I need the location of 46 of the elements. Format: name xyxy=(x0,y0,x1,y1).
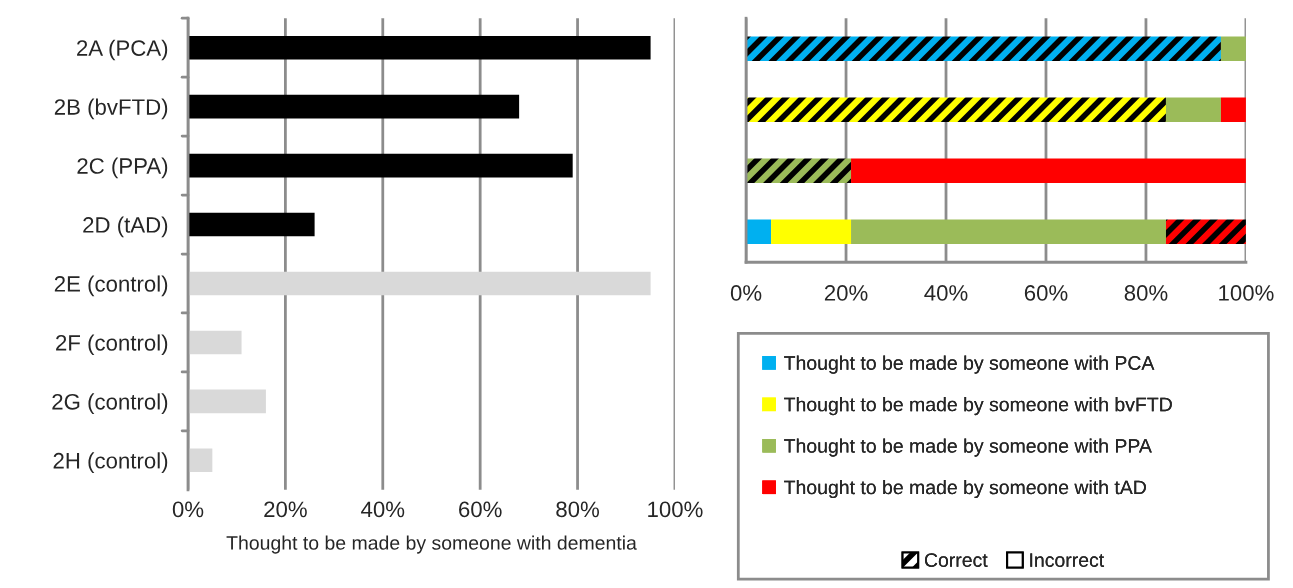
text: Incorrect xyxy=(1030,553,1105,567)
x-tick-label: 80% xyxy=(1124,285,1168,301)
legend-label: Thought to be made by someone with tAD xyxy=(784,479,1146,499)
x-tick-label: 100% xyxy=(648,501,703,518)
bar xyxy=(188,448,213,473)
bar xyxy=(1220,97,1246,122)
bar xyxy=(851,219,1166,244)
y-tick-label: 2B (bvFTD) xyxy=(54,98,168,120)
bar xyxy=(746,97,1166,122)
legend-label: Thought to be made by someone with PPA xyxy=(784,438,1152,457)
x-tick-label: 60% xyxy=(459,501,502,518)
y-tick-label: 2A (PCA) xyxy=(77,39,168,61)
bar xyxy=(188,330,242,355)
x-tick-label: 60% xyxy=(1024,285,1068,301)
bar xyxy=(746,158,852,183)
bar xyxy=(1220,36,1246,61)
x-tick-label: 80% xyxy=(556,501,600,518)
y-tick-label: 2H (control) xyxy=(53,452,168,473)
x-tick-label: 40% xyxy=(361,501,405,518)
text: Correct xyxy=(924,553,988,567)
y-tick-label: 2E (control) xyxy=(54,275,168,297)
y-tick-label: 2D (tAD) xyxy=(83,216,168,238)
y-tick-label: 2C (PPA) xyxy=(77,157,168,179)
bar xyxy=(1165,97,1221,122)
x-axis-title: Thought to be made by someone with dementia xyxy=(226,535,637,554)
bar xyxy=(746,219,772,244)
bar xyxy=(746,36,1221,61)
bar xyxy=(188,271,651,296)
bar xyxy=(188,153,573,178)
legend-label: Thought to be made by someone with PCA xyxy=(784,355,1155,374)
bar xyxy=(771,219,852,244)
bar xyxy=(188,94,520,119)
bar xyxy=(188,212,315,237)
bar xyxy=(188,35,651,60)
x-tick-label: 0% xyxy=(172,501,204,518)
x-tick-label: 100% xyxy=(1219,285,1274,301)
y-tick-label: 2G (control) xyxy=(52,393,168,415)
y-tick-label: 2F (control) xyxy=(56,334,168,356)
x-tick-label: 0% xyxy=(730,285,762,301)
bar xyxy=(188,389,266,414)
bar xyxy=(851,158,1246,183)
x-tick-label: 20% xyxy=(264,501,307,518)
x-tick-label: 20% xyxy=(824,285,868,301)
legend-label: Thought to be made by someone with bvFTD xyxy=(784,397,1172,416)
bar xyxy=(1165,219,1246,244)
x-tick-label: 40% xyxy=(924,285,968,301)
